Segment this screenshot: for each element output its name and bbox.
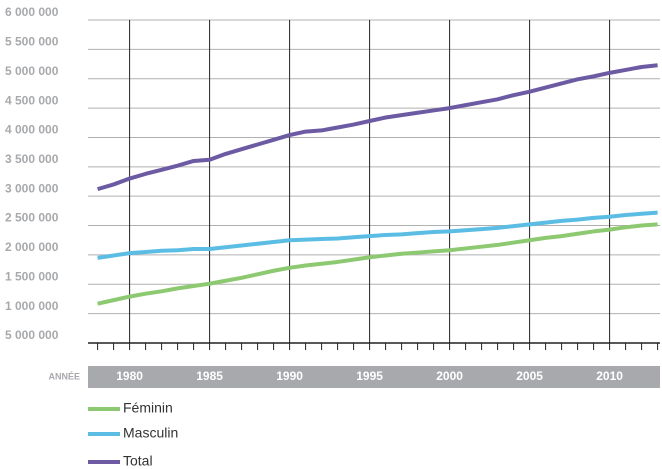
- series-line: [97, 222, 658, 306]
- series-line: [97, 63, 658, 192]
- y-tick-label: 5 000 000: [5, 64, 59, 78]
- y-tick-label: 1 500 000: [5, 269, 59, 283]
- y-tick-label: 6 000 000: [5, 5, 59, 19]
- x-tick-label: 2000: [436, 369, 463, 383]
- y-tick-label: 3 500 000: [5, 152, 59, 166]
- legend-label: Total: [123, 453, 153, 469]
- y-tick-label: 5 500 000: [5, 35, 59, 49]
- y-tick-label: 5 000 000: [5, 328, 59, 342]
- x-tick-label: 1995: [356, 369, 383, 383]
- y-tick-label: 4 500 000: [5, 93, 59, 107]
- x-tick-label: 1980: [116, 369, 143, 383]
- y-tick-label: 1 000 000: [5, 299, 59, 313]
- y-tick-label: 3 000 000: [5, 181, 59, 195]
- legend-label: Masculin: [123, 425, 178, 441]
- y-tick-label: 2 500 000: [5, 211, 59, 225]
- x-axis-band: [88, 366, 660, 388]
- y-tick-label: 2 000 000: [5, 240, 59, 254]
- x-tick-label: 1985: [196, 369, 223, 383]
- x-tick-label: 2010: [596, 369, 623, 383]
- x-axis-label: ANNÉE: [48, 371, 80, 381]
- series-line: [97, 210, 658, 260]
- x-tick-label: 2005: [516, 369, 543, 383]
- legend-label: Féminin: [123, 400, 173, 416]
- y-tick-label: 4 000 000: [5, 123, 59, 137]
- x-tick-label: 1990: [276, 369, 303, 383]
